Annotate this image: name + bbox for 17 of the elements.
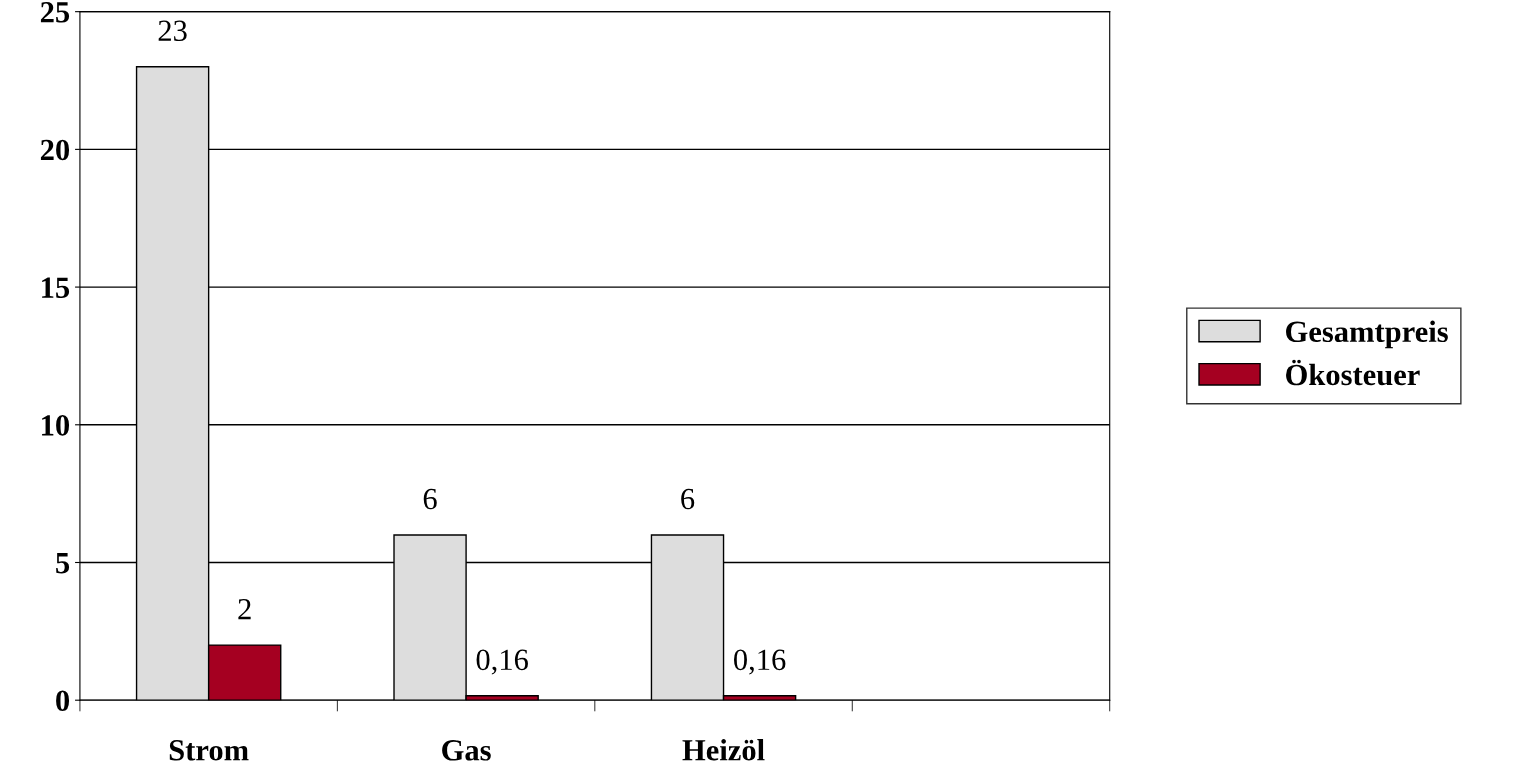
data-label: 23 (158, 20, 187, 42)
y-tick-label: 20 (40, 139, 70, 161)
x-tick-label: Gas (442, 740, 491, 761)
data-label: 6 (681, 488, 695, 510)
x-tick-label: Strom (169, 740, 249, 761)
x-tick-label: Heizöl (682, 739, 765, 761)
data-label: 6 (423, 488, 437, 510)
data-label: 0,16 (476, 649, 528, 675)
data-label: 0,16 (734, 649, 786, 675)
y-tick-label: 15 (42, 277, 70, 298)
legend-label: Ökosteuer (1286, 359, 1420, 386)
y-tick-label: 10 (42, 415, 70, 436)
legend-label: Gesamtpreis (1286, 320, 1448, 349)
y-tick-label: 0 (56, 690, 70, 712)
y-tick-label: 25 (40, 2, 70, 23)
data-label: 2 (238, 598, 251, 620)
y-tick-label: 5 (56, 553, 70, 574)
